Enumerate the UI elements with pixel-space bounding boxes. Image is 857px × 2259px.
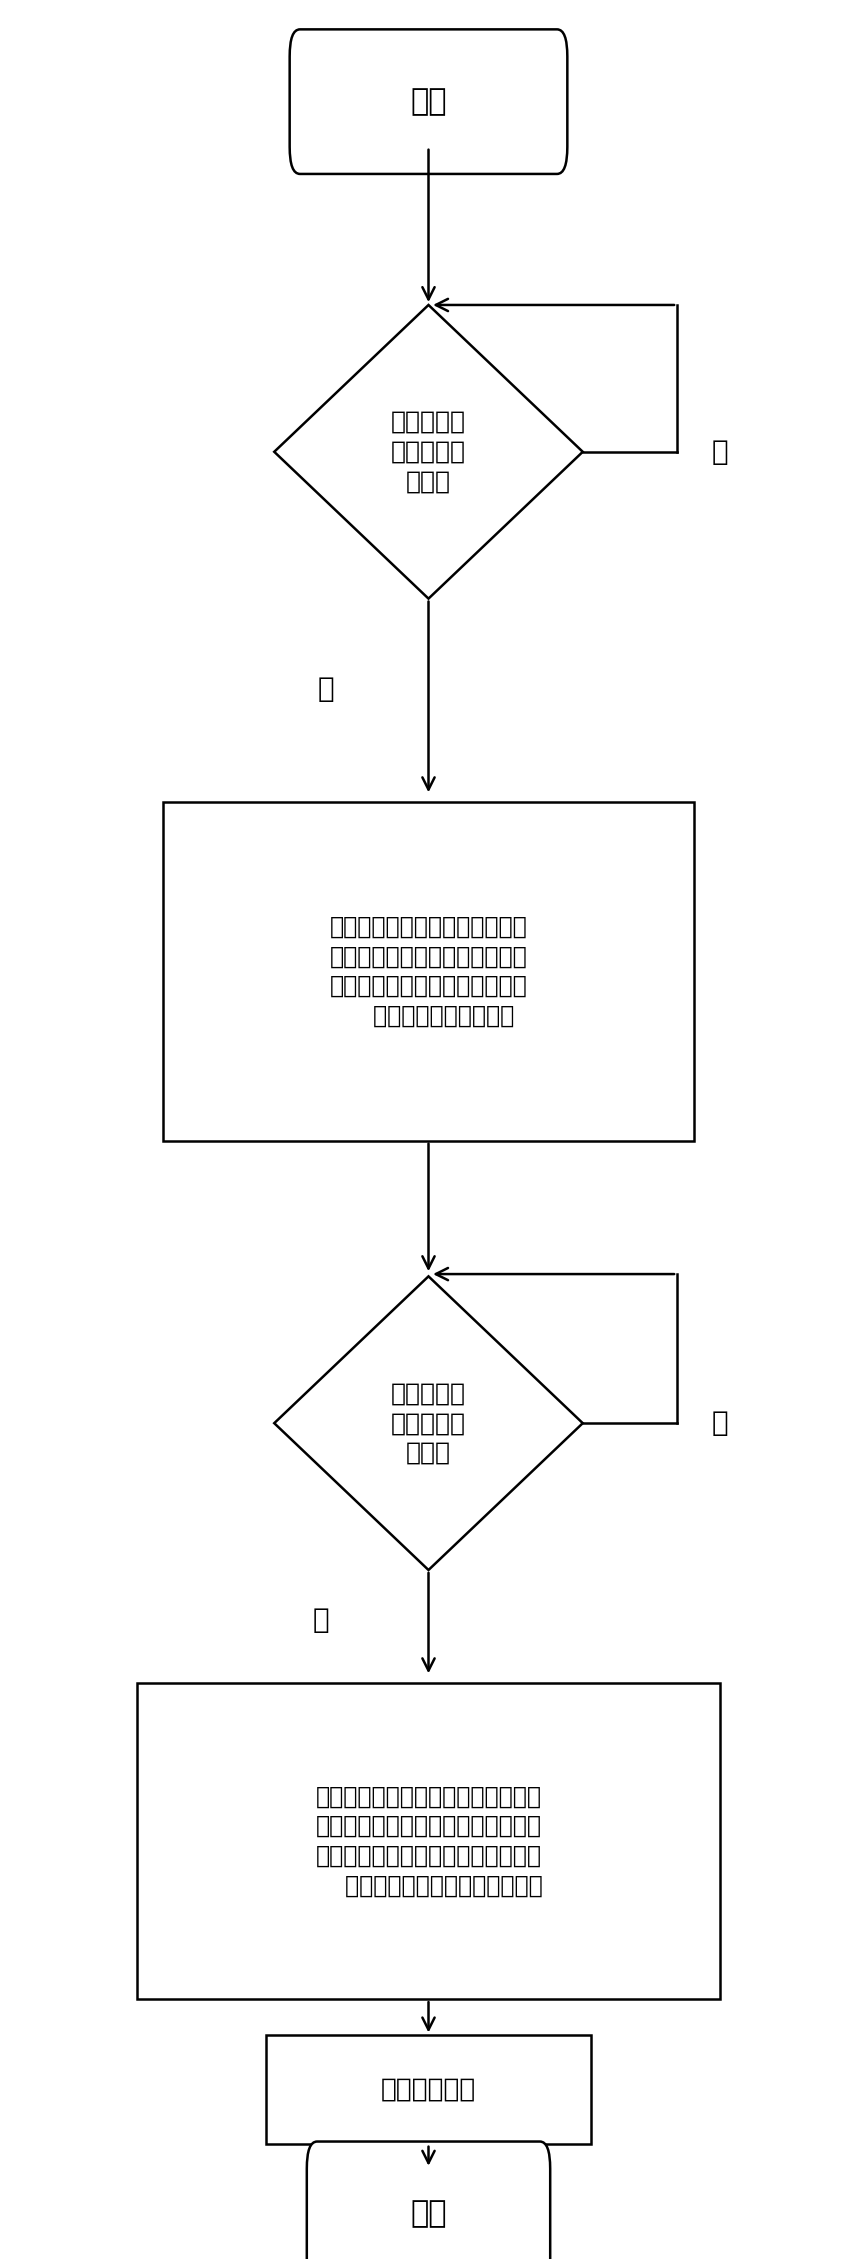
Text: 否: 否	[711, 438, 728, 465]
FancyBboxPatch shape	[290, 29, 567, 174]
Polygon shape	[274, 1276, 583, 1570]
Bar	[137, 1683, 720, 1999]
Text: 柔性直流换
流站故障是
否恢复: 柔性直流换 流站故障是 否恢复	[391, 1383, 466, 1464]
Polygon shape	[274, 305, 583, 599]
FancyBboxPatch shape	[307, 2142, 550, 2259]
Text: 开始: 开始	[411, 88, 446, 115]
Text: 是: 是	[317, 675, 334, 703]
Text: 柔性直流换流站根据预设的有功
功率控制策略表，向风电机组发
出有功功率控制信号，驱动风电
    机组进行有功功率控制: 柔性直流换流站根据预设的有功 功率控制策略表，向风电机组发 出有功功率控制信号，…	[330, 915, 527, 1028]
Bar	[266, 2035, 591, 2144]
Text: 柔性直流换流站根据有功功率控制策
略表，更新有功功率控制信号，并将
有功功率控制信号下发至风电机组，
    驱动风电机组进行有功功率控制: 柔性直流换流站根据有功功率控制策 略表，更新有功功率控制信号，并将 有功功率控制…	[315, 1785, 542, 1898]
Text: 否: 否	[711, 1410, 728, 1437]
Text: 完成故障穿越: 完成故障穿越	[381, 2076, 476, 2103]
Text: 柔性直流换
流站是否发
生故障: 柔性直流换 流站是否发 生故障	[391, 411, 466, 492]
Text: 是: 是	[313, 1606, 330, 1633]
Text: 结束: 结束	[411, 2200, 446, 2227]
Bar	[163, 802, 694, 1141]
